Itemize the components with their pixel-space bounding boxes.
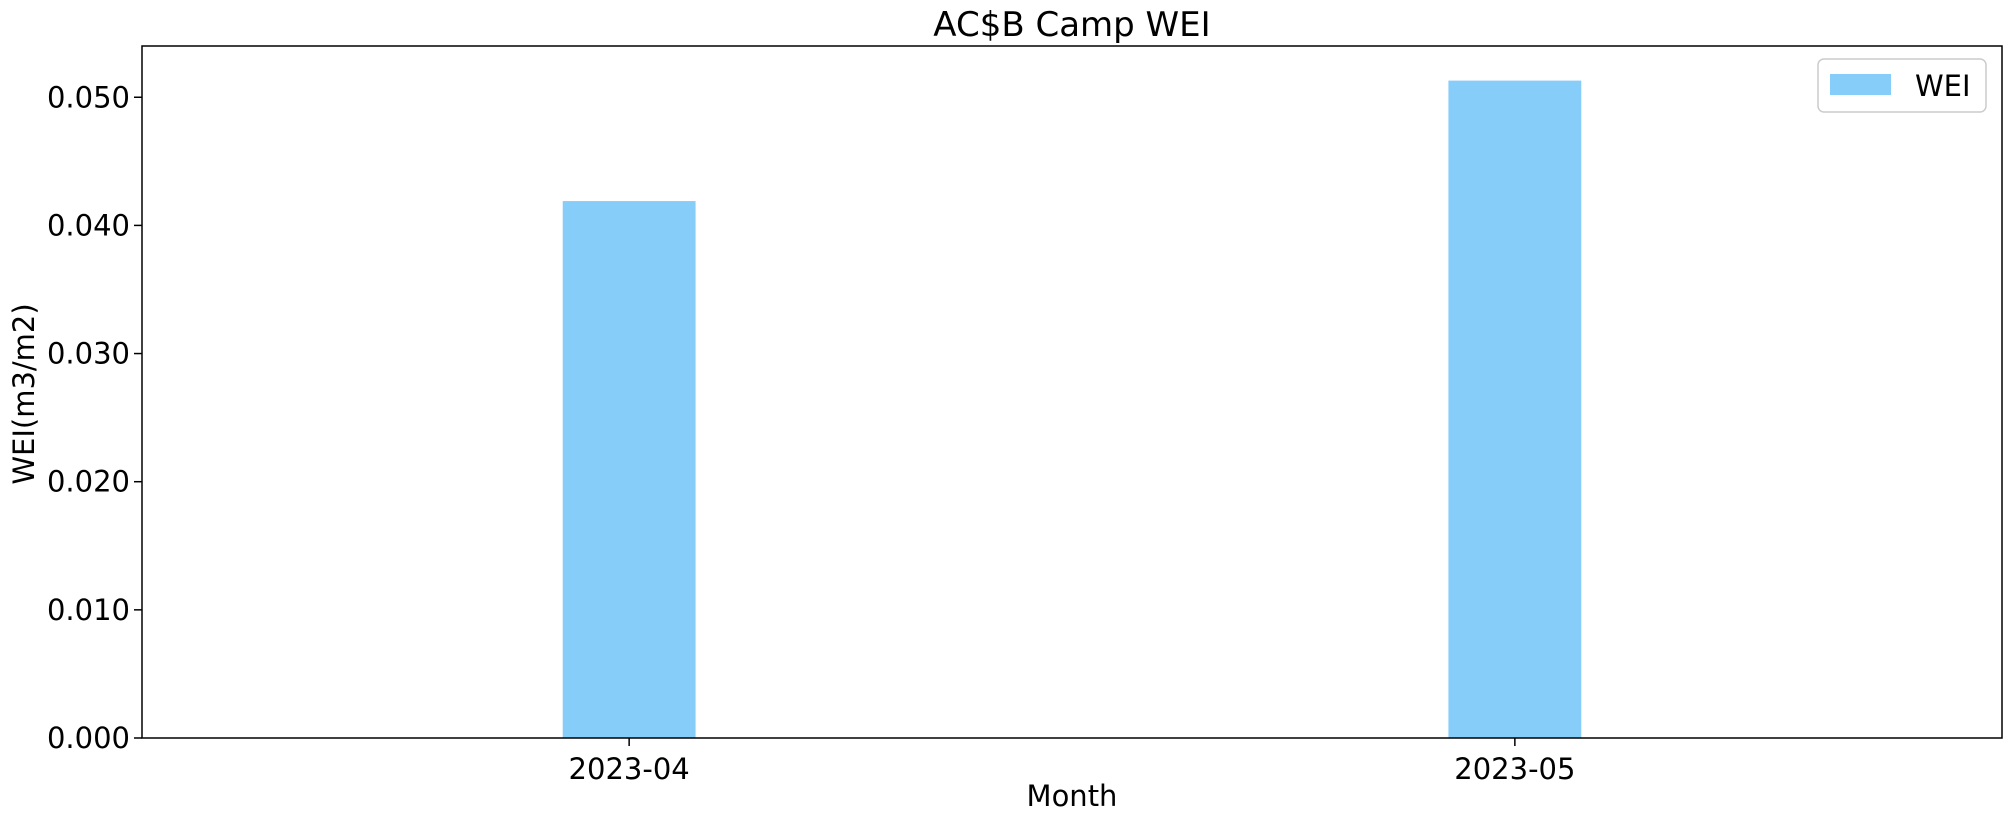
y-tick-label: 0.000	[47, 721, 130, 755]
y-tick-label: 0.050	[47, 80, 130, 114]
x-axis-label: Month	[1027, 779, 1118, 813]
y-tick-label: 0.010	[47, 593, 130, 627]
y-axis-label: WEI(m3/m2)	[7, 303, 41, 484]
legend-label-wei: WEI	[1915, 69, 1971, 103]
legend: WEI	[1817, 58, 1987, 113]
y-tick-label: 0.030	[47, 337, 130, 371]
chart-title: AC$B Camp WEI	[933, 5, 1210, 45]
bars-group	[562, 80, 1582, 739]
plot-frame	[141, 45, 2003, 739]
x-tick-label: 2023-04	[569, 752, 690, 786]
legend-swatch	[1830, 74, 1891, 95]
y-tick-label: 0.040	[47, 208, 130, 242]
bar-2023-05	[1448, 80, 1582, 739]
y-axis: 0.000 0.010 0.020 0.030 0.040 0.050	[47, 80, 142, 755]
legend-frame	[1817, 58, 1987, 113]
x-tick-label: 2023-05	[1454, 752, 1575, 786]
y-tick-label: 0.020	[47, 465, 130, 499]
bar-2023-04	[562, 201, 696, 738]
x-axis: 2023-04 2023-05	[569, 738, 1575, 786]
